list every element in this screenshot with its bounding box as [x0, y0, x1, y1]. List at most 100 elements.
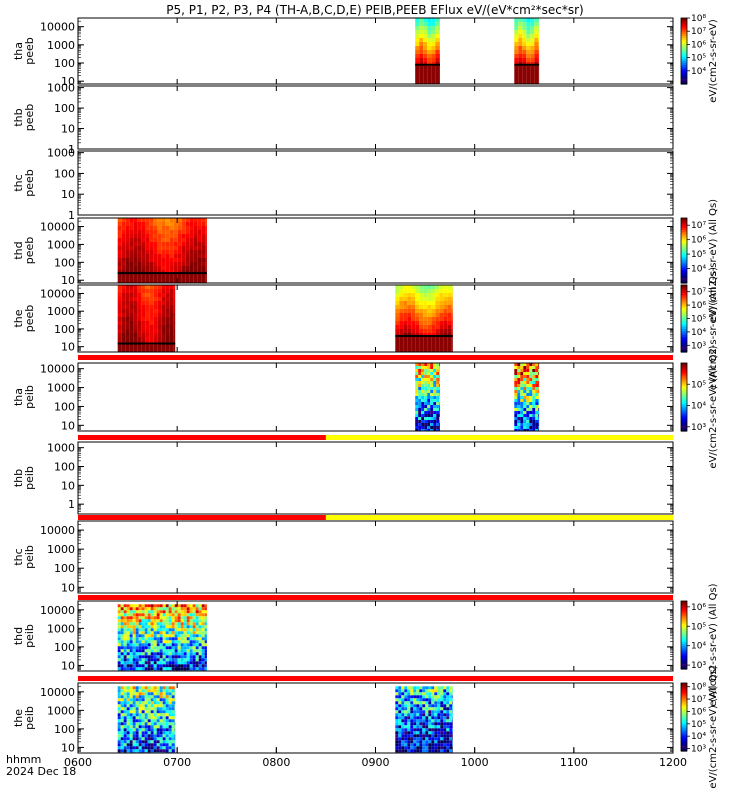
panel-thd-peeb: 10 100 1000 10000 thdpeeb 10⁴ 10⁵ 10⁶ 10⁷ eV/(cm2… — [12, 199, 719, 322]
colorbar-label: eV/(cm2-s-sr-eV) — [708, 19, 719, 103]
panel-ylabel: thcpeib — [12, 545, 36, 569]
y-tick-label: 1 — [68, 143, 75, 156]
x-axis-caption: hhmm — [6, 753, 41, 766]
y-tick-label: 1000 — [47, 147, 75, 160]
spectrogram-interval-1 — [117, 218, 207, 283]
y-tick-label: 10 — [61, 659, 75, 672]
colorbar-tick-label: 10⁷ — [691, 221, 706, 231]
y-tick-label: 100 — [54, 400, 75, 413]
colorbar-tick-label: 10⁴ — [691, 67, 706, 77]
status-bar — [78, 435, 673, 440]
y-tick-label: 10000 — [40, 686, 75, 699]
y-tick-label: 1000 — [47, 442, 75, 455]
colorbar-tick-label: 10⁵ — [691, 315, 706, 325]
y-tick-label: 1000 — [47, 382, 75, 395]
colorbar-tick-label: 10⁷ — [691, 288, 706, 298]
colorbar-label: eV/(cm2-s-sr-eV) (All Qs) — [708, 665, 719, 788]
colorbar-label: eV/(cm2-s-sr-eV) (All Qs) — [708, 199, 719, 322]
status-segment-red — [78, 435, 326, 440]
panel-background — [78, 683, 673, 753]
colorbar-tick-label: 10⁶ — [691, 707, 706, 717]
y-tick-label: 10000 — [40, 221, 75, 234]
status-segment-yellow — [325, 515, 673, 520]
panel-the-peib: 10 100 1000 10000 thepeib 10³ 10⁴ 10⁵ 10⁶ 10⁷ 10⁸ e… — [12, 665, 719, 788]
colorbar-tick-label: 10⁶ — [691, 603, 706, 613]
y-tick-label: 10 — [61, 274, 75, 287]
x-tick-label: 0800 — [262, 756, 290, 769]
panel-ylabel: thdpeeb — [12, 237, 36, 265]
panel-thc-peib: 10 100 1000 10000 thcpeib — [12, 515, 674, 594]
y-tick-label: 10 — [61, 581, 75, 594]
status-segment-red — [78, 355, 673, 360]
panel-ylabel: thdpeib — [12, 624, 36, 648]
y-tick-label: 10000 — [40, 604, 75, 617]
y-tick-label: 10000 — [40, 524, 75, 537]
panel-background — [78, 86, 673, 149]
status-bar — [78, 515, 673, 520]
panel-background — [78, 442, 673, 514]
status-segment-yellow — [325, 435, 673, 440]
colorbar-tick-label: 10⁵ — [691, 622, 706, 632]
y-tick-label: 1 — [68, 209, 75, 222]
colorbar: 10³ 10⁴ 10⁵ 10⁶ 10⁷ eV/(cm2-s-sr-eV) (All Qs) — [680, 267, 719, 390]
y-tick-label: 10 — [61, 123, 75, 136]
panel-ylabel: thapeeb — [12, 37, 36, 65]
panel-background — [78, 151, 673, 215]
spectrogram-interval-1 — [117, 686, 176, 753]
spectrogram-interval-1 — [117, 604, 207, 671]
y-tick-label: 100 — [54, 102, 75, 115]
y-tick-label: 100 — [54, 323, 75, 336]
colorbar-label: eV/(cm2-s-sr-eV) (All Qs) — [708, 267, 719, 390]
cutoff-line — [117, 272, 207, 275]
x-tick-label: 0900 — [362, 756, 390, 769]
status-bar — [78, 355, 673, 360]
y-tick-label: 10 — [61, 419, 75, 432]
panel-thb-peib: 1 10 100 1000 thbpeib — [12, 435, 674, 515]
colorbar-tick-label: 10⁴ — [691, 732, 706, 742]
x-tick-label: 0600 — [64, 756, 92, 769]
panel-background — [78, 285, 673, 352]
x-tick-label: 1200 — [659, 756, 687, 769]
y-tick-label: 10000 — [40, 363, 75, 376]
cutoff-line — [117, 342, 176, 345]
panel-thd-peib: 10 100 1000 10000 thdpeib 10³ 10⁴ 10⁵ 10⁶ eV/(cm2… — [12, 583, 719, 706]
spectrogram-interval-1 — [117, 285, 176, 352]
y-tick-label: 1000 — [47, 238, 75, 251]
spectrogram-interval-1 — [415, 18, 440, 84]
y-tick-label: 100 — [54, 562, 75, 575]
panel-ylabel: thapeib — [12, 385, 36, 409]
colorbar-tick-label: 10³ — [691, 341, 706, 351]
colorbar-tick-label: 10³ — [691, 745, 706, 755]
y-tick-label: 10 — [61, 188, 75, 201]
spectrogram-interval-2 — [514, 18, 540, 84]
colorbar-tick-label: 10⁸ — [691, 14, 706, 24]
spectrogram-interval-2 — [395, 285, 453, 352]
y-tick-label: 10 — [61, 341, 75, 354]
y-tick-label: 1000 — [47, 704, 75, 717]
y-tick-label: 100 — [54, 460, 75, 473]
colorbar: 10³ 10⁴ 10⁵ 10⁶ 10⁷ 10⁸ eV/(cm2-s-sr-eV) (All … — [680, 665, 719, 789]
y-tick-label: 100 — [54, 167, 75, 180]
status-segment-red — [78, 676, 673, 681]
y-tick-label: 10000 — [40, 287, 75, 300]
colorbar-label: eV/(cm2-s-sr-eV) (All Qs) — [708, 345, 719, 468]
panel-ylabel: thcpeeb — [12, 169, 36, 197]
colorbar-tick-label: 10⁴ — [691, 402, 706, 412]
figure-title: P5, P1, P2, P3, P4 (TH-A,B,C,D,E) PEIB,P… — [166, 3, 583, 17]
y-tick-label: 100 — [54, 723, 75, 736]
y-tick-label: 100 — [54, 57, 75, 70]
colorbar-tick-label: 10⁶ — [691, 301, 706, 311]
y-tick-label: 1000 — [47, 82, 75, 95]
panel-background — [78, 363, 673, 431]
panel-tha-peeb: 10 100 1000 10000 thapeeb 10⁴ 10⁵ 10⁶ 10⁷ 10⁸eV/(… — [12, 14, 719, 103]
colorbar-tick-label: 10⁴ — [691, 642, 706, 652]
colorbar-tick-label: 10⁷ — [691, 27, 706, 37]
y-tick-label: 10000 — [40, 21, 75, 34]
y-tick-label: 10 — [61, 479, 75, 492]
panel-background — [78, 18, 673, 84]
y-tick-label: 100 — [54, 641, 75, 654]
panel-ylabel: thbpeib — [12, 466, 36, 490]
status-segment-red — [78, 595, 673, 600]
